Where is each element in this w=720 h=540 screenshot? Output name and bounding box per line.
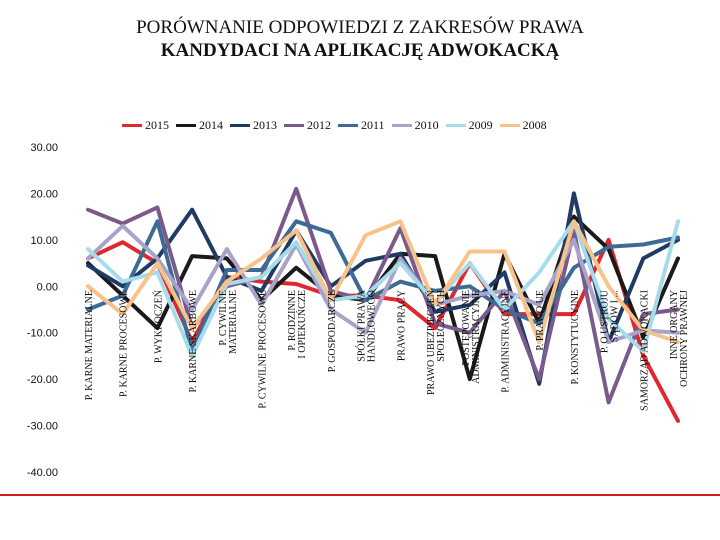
- legend-swatch: [391, 123, 412, 127]
- chart-title: PORÓWNANIE ODPOWIEDZI Z ZAKRESÓW PRAWA: [136, 17, 584, 38]
- x-tick-label: PRAWO PRACY: [396, 290, 407, 361]
- y-tick-label: 20.00: [30, 188, 58, 200]
- x-tick-label-line: ADMINISTRACYJNE: [471, 290, 482, 384]
- legend-swatch: [338, 123, 358, 127]
- x-tick-label-line: POSTĘPOWANIE: [461, 290, 472, 366]
- legend-label: 2010: [414, 117, 439, 132]
- series-line-2010: [86, 223, 680, 344]
- x-tick-label: P. RODZINNEI OPIEKUŃCZE: [287, 290, 308, 359]
- x-tick-label-line: P. KARNE MATERIALNE: [84, 290, 95, 400]
- x-tick-label-line: HANDLOWEGO: [367, 290, 378, 362]
- x-tick-label-line: I OPIEKUŃCZE: [296, 290, 308, 359]
- legend-item: 2013: [230, 118, 277, 132]
- x-tick-label-line: P. KARNE PROCESOWE: [119, 290, 130, 397]
- x-tick-label: P. CYWILNEMATERIALNE: [218, 290, 239, 354]
- legend-swatch: [176, 123, 196, 127]
- legend-label: 2015: [145, 117, 169, 132]
- x-tick-label-line: P. CYWILNE: [218, 290, 229, 346]
- legend-item: 2010: [391, 117, 439, 132]
- x-tick-label-line: PRAWO PRACY: [396, 290, 407, 361]
- series-line-2008: [86, 219, 680, 344]
- y-tick-label: 30.00: [30, 142, 58, 154]
- y-tick-label: 0.00: [37, 281, 58, 293]
- legend-label: 2014: [199, 117, 223, 132]
- y-tick-label: -40.00: [27, 467, 58, 479]
- series-line-2013: [86, 191, 680, 386]
- x-tick-label-line: SPÓŁKI PRAWA: [356, 289, 368, 361]
- x-tick-label-line: P. O USTROJU: [600, 289, 611, 353]
- footer-divider: [0, 494, 720, 496]
- y-tick-label: -30.00: [27, 421, 58, 433]
- legend-item: 2009: [445, 117, 493, 132]
- x-tick-label-line: P. GOSPODARCZE: [327, 290, 338, 372]
- chart-subtitle: KANDYDACI NA APLIKACJĘ ADWOKACKĄ: [160, 40, 560, 61]
- legend-label: 2013: [253, 117, 277, 132]
- x-tick-label-line: P. RODZINNE: [287, 290, 298, 351]
- x-tick-label-line: SPOŁECZNYCH: [436, 290, 447, 362]
- legend-label: 2009: [468, 117, 493, 132]
- x-tick-label: P. KARNE SKARBOWE: [188, 290, 199, 393]
- x-tick-label-line: P. KARNE SKARBOWE: [188, 290, 199, 393]
- chart-title-block: PORÓWNANIE ODPOWIEDZI Z ZAKRESÓW PRAWA K…: [0, 16, 720, 62]
- chart-legend: 2015 2014 2013 2012 2011 2010 2009 2008: [122, 118, 547, 132]
- legend-label: 2011: [361, 117, 385, 132]
- x-tick-label: P. PRAWO UE: [535, 290, 546, 351]
- legend-item: 2008: [499, 117, 547, 132]
- x-tick-label-line: SĄDÓW I ...: [609, 290, 621, 342]
- legend-swatch: [284, 123, 304, 127]
- legend-swatch: [230, 123, 250, 127]
- legend-label: 2008: [522, 117, 547, 132]
- legend-item: 2012: [284, 118, 331, 132]
- y-tick-label: 10.00: [30, 235, 58, 247]
- legend-item: 2015: [122, 118, 169, 132]
- x-tick-label: PRAWO UBEZPIECZEŃSPOŁECZNYCH: [425, 290, 447, 395]
- x-tick-label: INNE ORGANYOCHRONY PRAWNEJ: [669, 290, 690, 387]
- x-tick-label-line: P. CYWILNE PROCESOWE: [258, 290, 269, 409]
- x-tick-label: P. ADMINISTRACYJNE: [501, 290, 512, 393]
- series-line-2009: [86, 219, 680, 358]
- legend-swatch: [122, 123, 142, 127]
- y-tick-label: -10.00: [27, 328, 58, 340]
- x-tick-label: POSTĘPOWANIEADMINISTRACYJNE: [461, 290, 482, 384]
- x-tick-label: P. KARNE MATERIALNE: [84, 290, 95, 400]
- x-tick-label: P. O USTROJUSĄDÓW I ...: [600, 289, 621, 353]
- x-tick-label-line: P. PRAWO UE: [535, 290, 546, 351]
- x-tick-label-line: P. WYKROCZEŃ: [152, 290, 164, 363]
- x-tick-label: SPÓŁKI PRAWAHANDLOWEGO: [356, 289, 378, 362]
- legend-item: 2011: [338, 118, 385, 132]
- x-tick-label-line: INNE ORGANY: [669, 290, 680, 359]
- x-tick-label: P. KONSTYTUCYJNE: [570, 290, 581, 384]
- x-tick-label-line: SAMORZĄD ADWOKACKI: [639, 290, 650, 411]
- legend-item: 2014: [176, 118, 223, 132]
- x-tick-label: SAMORZĄD ADWOKACKI: [639, 290, 650, 411]
- legend-label: 2012: [307, 117, 331, 132]
- x-tick-label-line: P. ADMINISTRACYJNE: [501, 290, 512, 393]
- x-tick-label: P. CYWILNE PROCESOWE: [258, 290, 269, 409]
- x-tick-label: P. KARNE PROCESOWE: [119, 290, 130, 397]
- x-tick-label-line: OCHRONY PRAWNEJ: [679, 290, 690, 387]
- legend-swatch: [445, 123, 466, 127]
- x-tick-label: P. WYKROCZEŃ: [152, 290, 164, 363]
- y-tick-label: -20.00: [27, 374, 58, 386]
- x-tick-label-line: MATERIALNE: [228, 290, 239, 354]
- x-tick-label-line: P. KONSTYTUCYJNE: [570, 290, 581, 384]
- x-tick-label-line: PRAWO UBEZPIECZEŃ: [425, 290, 437, 395]
- x-tick-label: P. GOSPODARCZE: [327, 290, 338, 372]
- legend-swatch: [499, 123, 520, 127]
